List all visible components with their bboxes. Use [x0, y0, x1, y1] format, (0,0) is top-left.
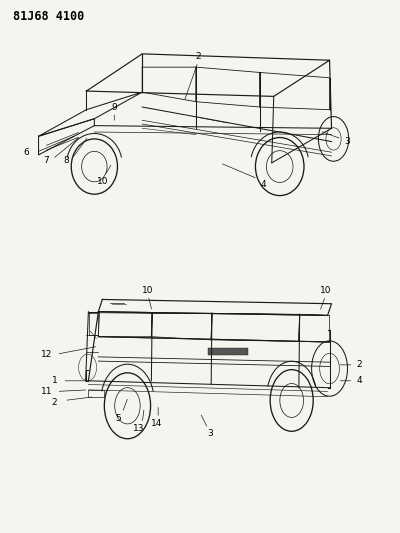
Text: 81J68 4100: 81J68 4100 — [13, 10, 84, 23]
Text: 2: 2 — [52, 398, 57, 407]
Text: 2: 2 — [195, 52, 201, 61]
Text: 13: 13 — [132, 424, 144, 433]
Text: 7: 7 — [44, 156, 50, 165]
Text: 4: 4 — [357, 376, 362, 385]
Text: 3: 3 — [207, 430, 213, 439]
Text: 1: 1 — [52, 376, 57, 385]
Text: 10: 10 — [96, 177, 108, 186]
Text: 4: 4 — [261, 180, 266, 189]
Text: 11: 11 — [41, 387, 52, 396]
Text: 8: 8 — [64, 156, 69, 165]
Text: 9: 9 — [112, 102, 117, 111]
Text: 14: 14 — [150, 419, 162, 428]
FancyBboxPatch shape — [208, 349, 248, 355]
Text: 5: 5 — [116, 414, 121, 423]
Text: 12: 12 — [41, 350, 52, 359]
Text: 3: 3 — [345, 137, 350, 146]
Text: 10: 10 — [320, 286, 331, 295]
Text: 2: 2 — [357, 360, 362, 369]
Text: 6: 6 — [24, 148, 30, 157]
Text: 10: 10 — [142, 286, 154, 295]
